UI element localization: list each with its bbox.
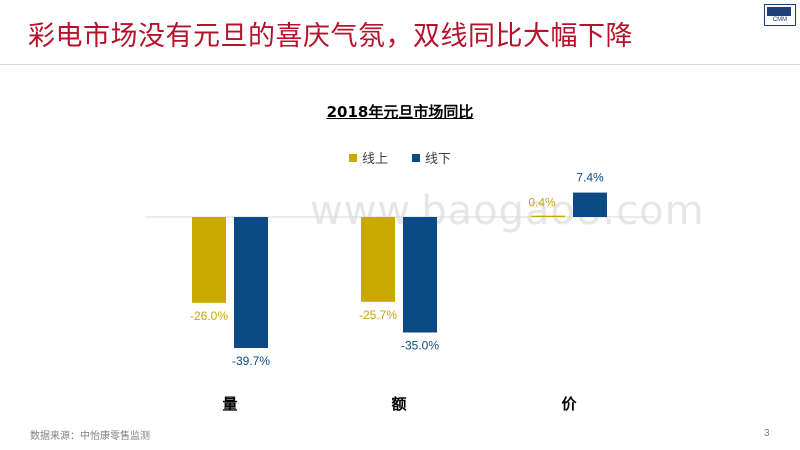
bar-offline-0 — [234, 217, 268, 349]
data-label-online-2: 0.4% — [528, 196, 556, 210]
company-logo: CMM — [764, 4, 796, 26]
data-label-online-0: -26.0% — [190, 309, 228, 323]
data-label-offline-1: -35.0% — [401, 339, 439, 353]
data-label-offline-0: -39.7% — [232, 354, 270, 368]
category-label-0: 量 — [222, 395, 237, 413]
bar-online-1 — [361, 217, 395, 302]
bar-online-0 — [192, 217, 226, 303]
data-label-online-1: -25.7% — [359, 308, 397, 322]
chart-title: 2018年元旦市场同比 — [326, 103, 474, 121]
page-number: 3 — [764, 428, 770, 439]
legend-swatch-offline — [412, 154, 420, 162]
bar-online-2 — [531, 215, 565, 217]
logo-text: CMM — [772, 17, 788, 23]
legend-swatch-online — [349, 154, 357, 162]
bar-offline-2 — [573, 192, 607, 217]
data-source-note: 数据来源：中怡康零售监测 — [30, 431, 150, 442]
legend-label-online: 线上 — [362, 152, 388, 167]
legend-label-offline: 线下 — [425, 152, 451, 167]
category-label-1: 额 — [391, 395, 406, 413]
logo-mark-icon — [767, 7, 791, 16]
title-divider — [0, 64, 800, 65]
data-label-offline-2: 7.4% — [576, 171, 604, 185]
bar-offline-1 — [403, 217, 437, 333]
category-label-2: 价 — [561, 395, 577, 413]
slide-title: 彩电市场没有元旦的喜庆气氛，双线同比大幅下降 — [28, 21, 633, 52]
